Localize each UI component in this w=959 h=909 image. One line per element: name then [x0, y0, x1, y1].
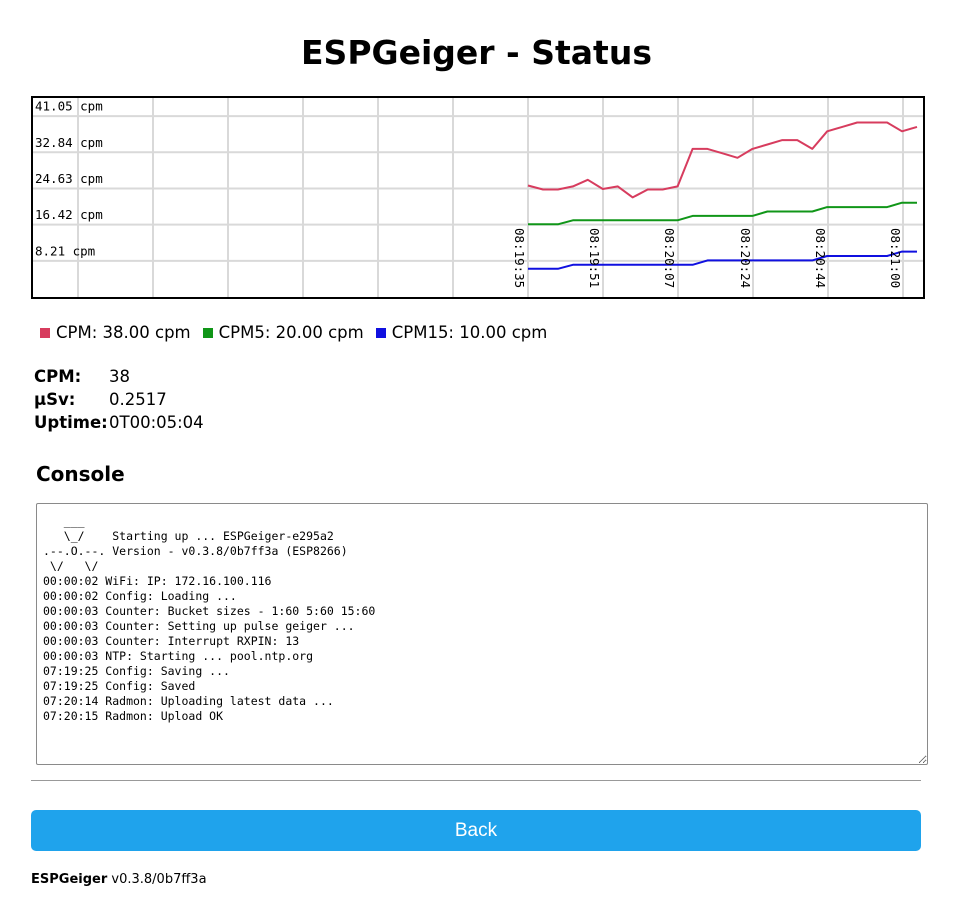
x-tick-label: 08:19:35: [512, 228, 527, 288]
legend-label-cpm15: CPM15: 10.00 cpm: [391, 323, 548, 342]
console-textarea[interactable]: ___ \_/ Starting up ... ESPGeiger-e295a2…: [36, 503, 928, 765]
x-tick-label: 08:20:07: [662, 228, 677, 288]
series-line-cpm5: [528, 201, 917, 226]
chart-legend: CPM: 38.00 cpm CPM5: 20.00 cpm CPM15: 10…: [40, 323, 547, 342]
y-tick-label: 8.21 cpm: [35, 243, 95, 258]
x-tick-label: 08:20:44: [813, 228, 828, 288]
legend-swatch-cpm: [40, 327, 50, 338]
footer-version: v0.3.8/0b7ff3a: [111, 872, 207, 887]
stat-key-uptime: Uptime:: [34, 413, 108, 432]
page-title: ESPGeiger - Status: [301, 33, 652, 72]
legend-item-cpm5: CPM5: 20.00 cpm: [202, 323, 364, 342]
stat-value-uptime: 0T00:05:04: [109, 413, 204, 432]
x-tick-label: 08:20:24: [738, 228, 753, 288]
stat-value-usv: 0.2517: [109, 390, 167, 409]
stat-row-usv: μSv: 0.2517: [34, 388, 204, 411]
cpm-chart: 41.05 cpm 32.84 cpm 24.63 cpm 16.42 cpm 8.21…: [31, 96, 925, 299]
legend-item-cpm15: CPM15: 10.00 cpm: [375, 323, 548, 342]
footer-app-name: ESPGeiger: [31, 872, 108, 887]
y-tick-label: 32.84 cpm: [35, 135, 103, 150]
y-tick-label: 16.42 cpm: [35, 207, 103, 222]
chart-svg: 41.05 cpm 32.84 cpm 24.63 cpm 16.42 cpm 8.21…: [33, 98, 923, 297]
stat-row-uptime: Uptime: 0T00:05:04: [34, 411, 204, 434]
legend-item-cpm: CPM: 38.00 cpm: [40, 323, 191, 342]
y-tick-label: 41.05 cpm: [35, 99, 103, 114]
series-line-cpm: [527, 121, 918, 199]
x-tick-label: 08:19:51: [587, 228, 602, 288]
legend-label-cpm5: CPM5: 20.00 cpm: [218, 323, 364, 342]
stat-key-cpm: CPM:: [34, 367, 82, 386]
back-button[interactable]: Back: [31, 810, 921, 851]
stat-value-cpm: 38: [109, 367, 130, 386]
console-heading: Console: [36, 462, 125, 486]
x-tick-label: 08:21:00: [888, 228, 903, 288]
y-tick-label: 24.63 cpm: [35, 171, 103, 186]
series-line-cpm15: [528, 250, 917, 270]
legend-label-cpm: CPM: 38.00 cpm: [56, 323, 191, 342]
legend-swatch-cpm15: [375, 327, 386, 338]
stats-table: CPM: 38 μSv: 0.2517 Uptime: 0T00:05:04: [34, 365, 204, 434]
divider: [31, 780, 921, 781]
legend-swatch-cpm5: [202, 327, 213, 338]
stat-key-usv: μSv:: [34, 390, 76, 409]
stat-row-cpm: CPM: 38: [34, 365, 204, 388]
footer: ESPGeiger v0.3.8/0b7ff3a: [31, 872, 207, 887]
